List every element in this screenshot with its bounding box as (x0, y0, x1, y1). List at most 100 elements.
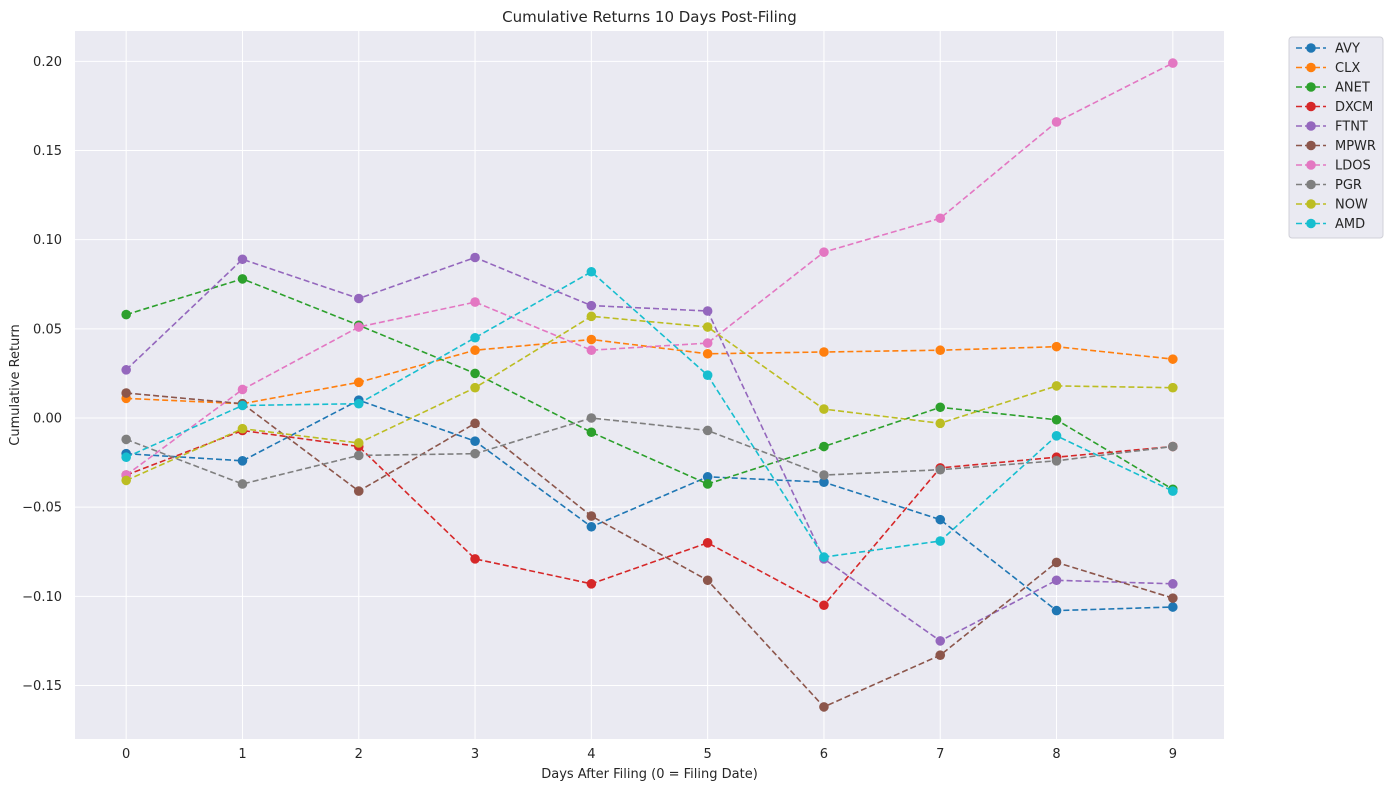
legend-label: AMD (1335, 217, 1365, 232)
x-tick-label: 8 (1052, 747, 1060, 762)
y-tick-label: 0.10 (33, 233, 62, 248)
data-point-amd (470, 332, 480, 343)
y-axis-label: Cumulative Return (8, 324, 23, 445)
data-point-now (586, 311, 597, 322)
data-point-dxcm (470, 554, 480, 564)
legend: AVY CLX ANET DXCM FTNT MPWR LDOS PGR NOW AMD (1288, 36, 1384, 239)
data-point-ldos (470, 297, 480, 307)
data-point-ftnt (935, 636, 946, 646)
series-line-dxcm (125, 429, 1173, 607)
data-point-now (935, 418, 946, 429)
data-point-avy (1051, 605, 1062, 616)
data-point-dxcm (702, 538, 713, 548)
legend-item-ftnt: FTNT (1296, 120, 1368, 135)
chart-title: Cumulative Returns 10 Days Post-Filing (502, 8, 797, 26)
legend-item-amd: AMD (1296, 217, 1365, 232)
data-point-mpwr (935, 650, 946, 660)
x-tick-label: 1 (238, 747, 246, 762)
y-axis-ticks: −0.15 −0.10 −0.05 0.00 0.05 0.10 0.15 0.20 (22, 55, 62, 694)
data-point-ftnt (121, 365, 131, 375)
series-line-ldos (125, 62, 1174, 476)
data-point-ftnt (470, 252, 480, 263)
data-point-clx (586, 334, 597, 345)
data-point-now (470, 382, 480, 393)
data-point-pgr (1051, 455, 1062, 466)
legend-swatch-marker (1306, 218, 1316, 229)
legend-items: AVY CLX ANET DXCM FTNT MPWR LDOS PGR NOW AMD (1296, 42, 1376, 232)
series-avy (121, 395, 1178, 616)
data-point-amd (935, 536, 946, 546)
data-point-amd (702, 370, 713, 380)
x-axis-ticks: 0 1 2 3 4 5 6 7 8 9 (122, 747, 1177, 762)
series-ldos (121, 58, 1178, 480)
series-line-clx (126, 338, 1173, 405)
x-tick-label: 4 (587, 747, 595, 762)
data-point-pgr (819, 470, 829, 480)
data-point-pgr (935, 464, 946, 475)
legend-swatch-marker (1306, 140, 1316, 151)
data-point-clx (819, 347, 829, 357)
y-tick-label: −0.10 (22, 590, 62, 605)
data-point-anet (470, 368, 480, 379)
data-point-ftnt (1168, 579, 1178, 589)
series-amd (121, 266, 1178, 562)
legend-label: DXCM (1335, 100, 1373, 115)
data-point-mpwr (1168, 593, 1178, 603)
data-point-anet (1051, 414, 1062, 425)
data-point-ldos (819, 247, 829, 257)
legend-swatch-marker (1306, 43, 1316, 53)
data-point-avy (819, 477, 829, 487)
legend-label: CLX (1335, 61, 1360, 76)
data-point-amd (121, 452, 131, 463)
y-tick-label: −0.05 (22, 501, 62, 516)
data-point-pgr (121, 434, 131, 445)
data-point-clx (353, 377, 364, 388)
data-point-anet (819, 441, 829, 452)
data-point-amd (1051, 431, 1062, 441)
data-point-ldos (1051, 117, 1062, 127)
legend-swatch-marker (1306, 82, 1316, 92)
legend-swatch-marker (1306, 199, 1316, 209)
data-point-now (819, 404, 829, 414)
legend-item-dxcm: DXCM (1296, 100, 1373, 115)
data-point-clx (1051, 341, 1062, 352)
legend-item-ldos: LDOS (1296, 159, 1371, 174)
data-point-ldos (353, 322, 364, 332)
data-point-amd (237, 400, 248, 411)
data-point-dxcm (586, 579, 597, 589)
legend-swatch-marker (1306, 121, 1316, 131)
legend-item-anet: ANET (1296, 81, 1370, 96)
series-line-amd (125, 270, 1174, 558)
x-tick-label: 6 (820, 747, 828, 762)
series-pgr (121, 413, 1178, 489)
data-point-avy (586, 521, 597, 532)
series-lines (121, 58, 1178, 712)
data-point-avy (470, 436, 480, 446)
x-tick-label: 0 (122, 747, 130, 762)
legend-label: MPWR (1335, 139, 1376, 154)
data-point-ldos (935, 213, 946, 224)
data-point-pgr (586, 413, 597, 423)
data-point-ftnt (702, 306, 713, 316)
x-tick-label: 3 (471, 747, 479, 762)
x-tick-label: 5 (704, 747, 712, 762)
series-line-pgr (125, 417, 1173, 485)
x-axis-label: Days After Filing (0 = Filing Date) (541, 767, 758, 782)
y-tick-label: 0.05 (33, 322, 62, 337)
series-now (121, 311, 1178, 486)
series-line-avy (126, 399, 1173, 612)
y-tick-label: −0.15 (22, 679, 62, 694)
data-point-avy (702, 472, 713, 482)
data-point-amd (1168, 486, 1178, 496)
data-point-ldos (702, 338, 713, 348)
data-point-mpwr (586, 511, 597, 521)
y-tick-label: 0.00 (33, 411, 62, 426)
legend-swatch-marker (1306, 160, 1316, 170)
series-line-ftnt (125, 256, 1173, 642)
data-point-pgr (470, 448, 480, 459)
data-point-anet (702, 479, 713, 489)
data-point-pgr (1168, 441, 1178, 452)
data-point-ldos (237, 384, 248, 395)
data-point-mpwr (121, 388, 131, 398)
data-point-ldos (586, 345, 597, 356)
